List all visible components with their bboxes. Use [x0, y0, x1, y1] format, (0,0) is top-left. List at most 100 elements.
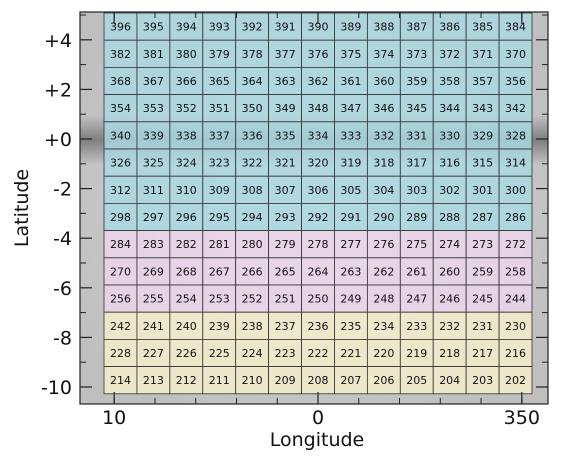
field-number: 259	[472, 265, 493, 278]
field-number: 283	[143, 238, 164, 251]
field-number: 352	[176, 102, 197, 115]
field-number: 251	[275, 293, 296, 306]
field-number: 296	[176, 211, 197, 224]
field-number: 373	[406, 48, 427, 61]
field-number: 340	[110, 129, 131, 142]
field-number: 205	[406, 374, 427, 387]
field-number: 267	[209, 265, 230, 278]
field-number: 360	[373, 75, 394, 88]
field-cell	[399, 284, 434, 313]
field-number: 265	[275, 265, 296, 278]
field-cell	[498, 230, 533, 259]
field-cell	[268, 311, 302, 340]
field-number: 332	[373, 129, 394, 142]
field-number: 248	[373, 293, 394, 306]
field-number: 333	[340, 129, 361, 142]
field-number: 278	[308, 238, 329, 251]
field-number: 314	[505, 157, 526, 170]
field-cell	[301, 338, 335, 367]
field-number: 291	[340, 211, 361, 224]
field-cell	[334, 284, 368, 313]
field-cell	[103, 121, 138, 150]
field-number: 208	[308, 374, 329, 387]
field-cell	[334, 67, 368, 96]
y-tick-label: -10	[41, 377, 72, 399]
field-number: 210	[242, 374, 263, 387]
field-number: 268	[176, 265, 197, 278]
field-number: 320	[308, 157, 329, 170]
field-cell	[136, 366, 171, 395]
field-cell	[334, 121, 368, 150]
field-number: 394	[176, 21, 197, 34]
field-number: 368	[110, 75, 131, 88]
field-cell	[465, 257, 500, 286]
axis-ticks	[80, 12, 548, 404]
field-cell	[301, 121, 335, 150]
field-number: 233	[406, 320, 427, 333]
field-cell	[498, 202, 533, 231]
field-number: 362	[308, 75, 329, 88]
y-tick-label: +2	[44, 79, 72, 101]
field-cell	[301, 230, 335, 259]
field-cell	[399, 338, 434, 367]
field-number: 390	[308, 21, 329, 34]
field-cell	[169, 338, 204, 367]
field-number: 284	[110, 238, 131, 251]
field-cell	[465, 311, 500, 340]
field-number: 356	[505, 75, 526, 88]
x-tick-label: 0	[312, 407, 324, 429]
field-number: 357	[472, 75, 493, 88]
field-cell	[235, 257, 270, 286]
field-cell	[202, 311, 237, 340]
field-cell	[465, 366, 500, 395]
field-number: 272	[505, 238, 526, 251]
field-cells: 396 395 394 393 392 391 390 389 388 387 386 385 384 3…	[103, 12, 533, 395]
y-tick-label: -6	[53, 278, 72, 300]
field-cell	[399, 230, 434, 259]
field-cell	[136, 230, 171, 259]
field-number: 225	[209, 347, 230, 360]
field-cell	[235, 148, 270, 177]
field-number: 353	[143, 102, 164, 115]
field-number: 222	[308, 347, 329, 360]
field-cell	[103, 257, 138, 286]
field-cell	[202, 148, 237, 177]
field-number: 315	[472, 157, 493, 170]
field-cell	[103, 366, 138, 395]
field-number: 238	[242, 320, 263, 333]
field-cell	[334, 148, 368, 177]
field-number: 206	[373, 374, 394, 387]
field-number: 246	[439, 293, 460, 306]
field-number: 363	[275, 75, 296, 88]
field-number: 378	[242, 48, 263, 61]
field-number: 376	[308, 48, 329, 61]
field-cell	[301, 67, 335, 96]
field-number: 235	[340, 320, 361, 333]
field-cell	[465, 148, 500, 177]
field-cell	[268, 257, 302, 286]
field-number: 305	[340, 184, 361, 197]
field-cell	[498, 39, 533, 68]
field-cell	[202, 338, 237, 367]
field-number: 224	[242, 347, 263, 360]
field-number: 303	[406, 184, 427, 197]
field-cell	[498, 94, 533, 123]
field-number: 319	[340, 157, 361, 170]
field-cell	[136, 148, 171, 177]
field-number: 245	[472, 293, 493, 306]
field-number: 372	[439, 48, 460, 61]
field-cell	[399, 366, 434, 395]
field-cell	[334, 366, 368, 395]
field-number: 295	[209, 211, 230, 224]
field-number: 292	[308, 211, 329, 224]
field-cell	[432, 257, 467, 286]
field-number: 249	[340, 293, 361, 306]
field-cell	[103, 67, 138, 96]
field-number: 335	[275, 129, 296, 142]
field-number: 324	[176, 157, 197, 170]
field-number: 337	[209, 129, 230, 142]
field-cell	[334, 202, 368, 231]
field-cell	[169, 311, 204, 340]
field-cell	[235, 202, 270, 231]
field-cell	[136, 67, 171, 96]
